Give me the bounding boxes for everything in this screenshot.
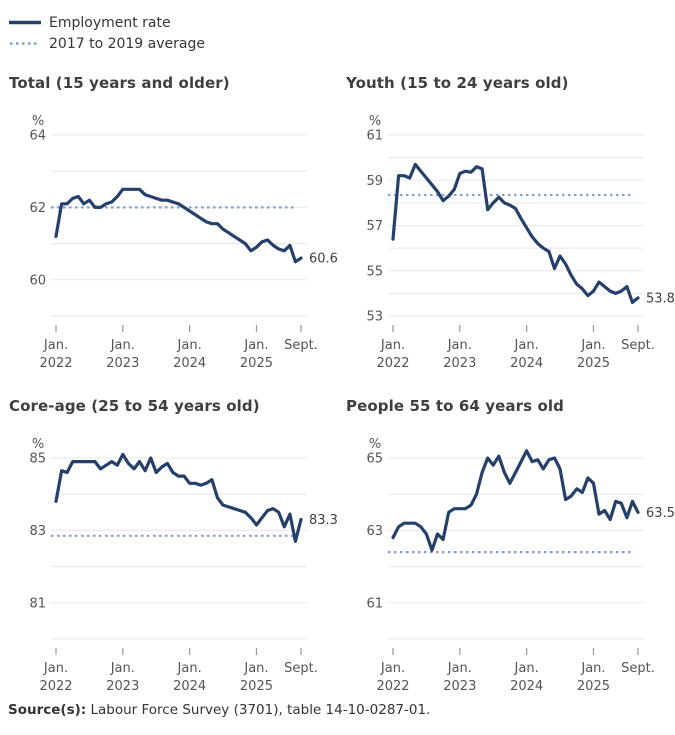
y-axis-unit-label: % [32, 114, 44, 129]
x-tick-label: Jan. [580, 661, 605, 676]
x-tick-label: 2022 [376, 356, 409, 371]
y-tick-label: 59 [366, 174, 383, 189]
x-tick-label: 2025 [577, 679, 610, 694]
line-plot[interactable]: 65 63 61% Jan. 2022 Jan. 2023 Jan. 2024 Jan. 2025 S… [337, 424, 674, 694]
x-tick-label: 2024 [173, 679, 206, 694]
employment-rate-line [54, 187, 303, 264]
x-tick-label: Jan. [177, 661, 202, 676]
y-tick-label: 61 [366, 129, 383, 144]
end-value-label: 53.8 [646, 291, 674, 306]
y-tick-label: 62 [29, 201, 46, 216]
x-tick-label: Jan. [110, 661, 135, 676]
employment-rate-line [391, 449, 640, 552]
x-tick-label: 2025 [240, 679, 273, 694]
x-tick-label: 2025 [577, 356, 610, 371]
chart-title: Total (15 years and older) [9, 74, 230, 92]
chart-title: People 55 to 64 years old [346, 397, 564, 415]
chart-core-age: Core-age (25 to 54 years old) 85 83 81% Jan… [0, 397, 337, 694]
legend-item-average[interactable]: 2017 to 2019 average [9, 33, 675, 54]
end-value-label: 60.6 [309, 252, 337, 267]
x-tick-label: Jan. [43, 338, 68, 353]
x-tick-label: Jan. [514, 338, 539, 353]
employment-rate-line [391, 162, 640, 304]
solid-line-swatch [9, 20, 41, 25]
x-tick-label: Sept. [621, 661, 655, 676]
x-tick-label: Jan. [447, 338, 472, 353]
y-tick-label: 53 [366, 310, 383, 325]
y-tick-label: 65 [366, 452, 383, 467]
y-axis-unit-label: % [32, 437, 44, 452]
y-tick-label: 61 [366, 596, 383, 611]
chart-55-to-64: People 55 to 64 years old 65 63 61% Jan. 202… [337, 397, 674, 694]
x-tick-label: Sept. [284, 338, 318, 353]
line-plot[interactable]: 64 62 60% Jan. 2022 Jan. 2023 Jan. 2024 Jan. 2025 S… [0, 101, 337, 371]
x-tick-label: 2023 [106, 679, 139, 694]
x-tick-label: Jan. [43, 661, 68, 676]
end-value-label: 63.5 [646, 506, 674, 521]
x-tick-label: Jan. [380, 338, 405, 353]
x-tick-label: Jan. [447, 661, 472, 676]
chart-title: Youth (15 to 24 years old) [346, 74, 569, 92]
charts-grid: Total (15 years and older) 64 62 60% Jan. 20… [0, 74, 675, 694]
legend-label: Employment rate [49, 14, 171, 31]
y-tick-label: 81 [29, 596, 46, 611]
dotted-line-swatch [10, 42, 40, 45]
x-tick-label: 2024 [173, 356, 206, 371]
y-axis-unit-label: % [369, 437, 381, 452]
x-tick-label: 2025 [240, 356, 273, 371]
legend-label: 2017 to 2019 average [49, 35, 205, 52]
x-tick-label: 2023 [443, 679, 476, 694]
x-tick-label: Jan. [580, 338, 605, 353]
y-tick-label: 55 [366, 264, 383, 279]
x-tick-label: Jan. [243, 661, 268, 676]
source-text: Labour Force Survey (3701), table 14-10-… [86, 702, 431, 718]
x-tick-label: Jan. [380, 661, 405, 676]
x-tick-label: Jan. [110, 338, 135, 353]
x-tick-label: Sept. [284, 661, 318, 676]
source-note: Source(s): Labour Force Survey (3701), t… [8, 702, 675, 718]
x-tick-label: Jan. [514, 661, 539, 676]
x-tick-label: 2023 [106, 356, 139, 371]
chart-youth: Youth (15 to 24 years old) 61 59 57 55 53% Ja… [337, 74, 674, 371]
y-tick-label: 60 [29, 273, 46, 288]
x-tick-label: 2022 [39, 356, 72, 371]
source-prefix: Source(s): [8, 702, 87, 718]
line-plot[interactable]: 61 59 57 55 53% Jan. 2022 Jan. 2023 Jan. 2024 Jan. 2… [337, 101, 674, 371]
x-tick-label: Sept. [621, 338, 655, 353]
x-tick-label: 2022 [376, 679, 409, 694]
x-tick-label: 2023 [443, 356, 476, 371]
x-tick-label: 2022 [39, 679, 72, 694]
y-tick-label: 63 [366, 524, 383, 539]
y-tick-label: 57 [366, 219, 383, 234]
chart-title: Core-age (25 to 54 years old) [9, 397, 260, 415]
legend-item-employment-rate[interactable]: Employment rate [9, 12, 675, 33]
chart-total: Total (15 years and older) 64 62 60% Jan. 20… [0, 74, 337, 371]
line-plot[interactable]: 85 83 81% Jan. 2022 Jan. 2023 Jan. 2024 Jan. 2025 S… [0, 424, 337, 694]
x-tick-label: Jan. [243, 338, 268, 353]
x-tick-label: Jan. [177, 338, 202, 353]
x-tick-label: 2024 [510, 356, 543, 371]
chart-legend: Employment rate 2017 to 2019 average [0, 0, 675, 54]
y-tick-label: 83 [29, 524, 46, 539]
y-axis-unit-label: % [369, 114, 381, 129]
y-tick-label: 64 [29, 129, 46, 144]
y-tick-label: 85 [29, 452, 46, 467]
employment-rate-line [54, 452, 303, 543]
end-value-label: 83.3 [309, 513, 337, 528]
x-tick-label: 2024 [510, 679, 543, 694]
